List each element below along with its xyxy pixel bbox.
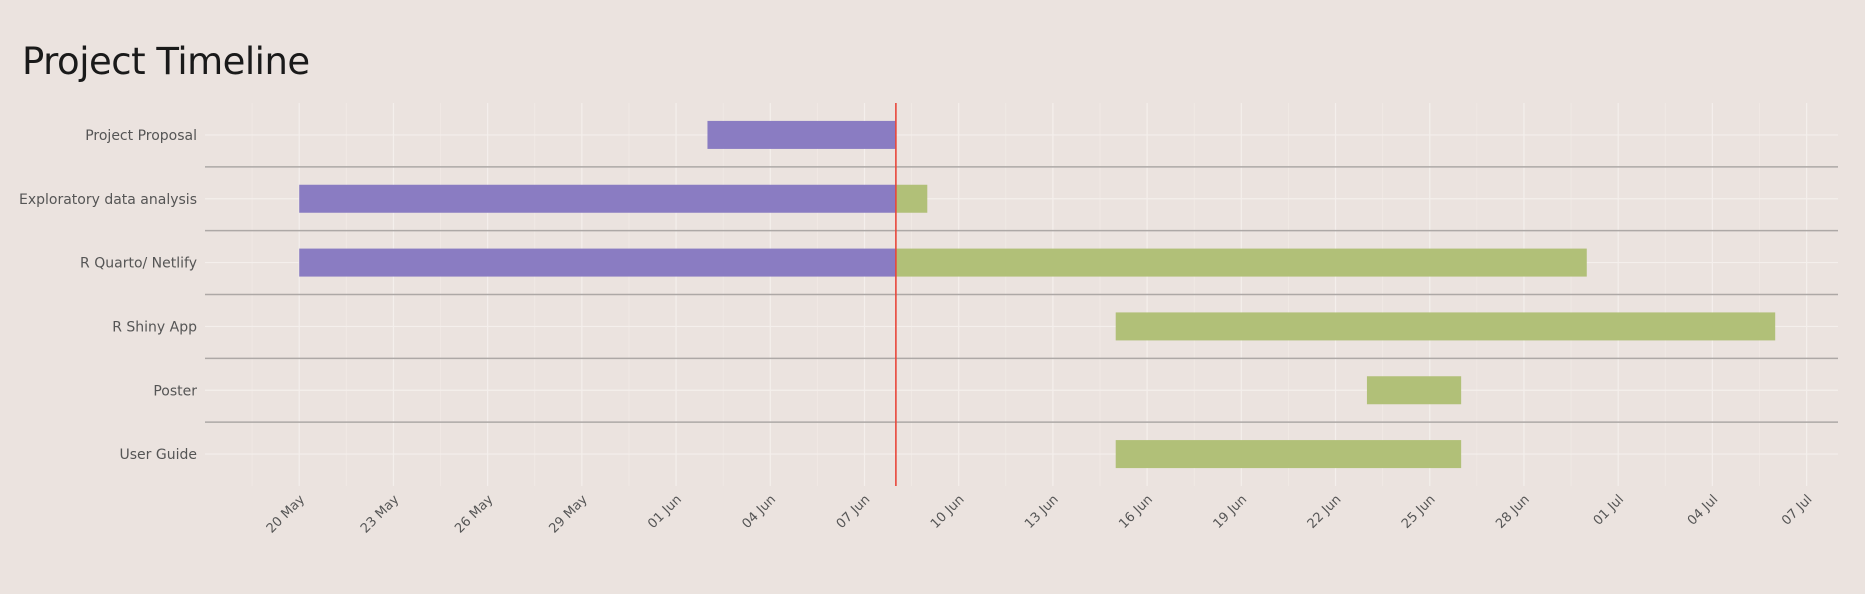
row-separators <box>205 166 1838 423</box>
chart-bars <box>299 120 1776 469</box>
bar-remaining <box>895 248 1587 277</box>
bar-remaining <box>1366 376 1462 405</box>
x-tick-label: 13 Jun <box>1022 492 1062 532</box>
x-tick-label: 19 Jun <box>1211 492 1251 532</box>
y-axis-labels: Project Proposal Exploratory data analysi… <box>19 128 197 463</box>
page-title: Project Timeline <box>22 40 310 83</box>
x-tick-label: 16 Jun <box>1116 492 1156 532</box>
x-tick-label: 29 May <box>546 492 590 536</box>
x-axis-labels: 20 May 23 May 26 May 29 May 01 Jun 04 Jun 07 J… <box>264 492 1816 536</box>
task-label: Project Proposal <box>85 128 197 144</box>
bar-remaining <box>895 184 928 213</box>
task-label: Poster <box>153 383 197 399</box>
x-tick-label: 23 May <box>358 492 402 536</box>
x-tick-label: 10 Jun <box>928 492 968 532</box>
x-tick-label: 26 May <box>452 492 496 536</box>
x-tick-label: 01 Jul <box>1591 492 1627 528</box>
x-tick-label: 04 Jun <box>739 492 779 532</box>
x-tick-label: 20 May <box>264 492 308 536</box>
x-tick-label: 01 Jun <box>645 492 685 532</box>
x-tick-label: 07 Jul <box>1779 492 1815 528</box>
task-label: User Guide <box>120 447 197 463</box>
bar-completed <box>707 120 896 149</box>
task-label: R Quarto/ Netlify <box>80 256 197 272</box>
x-tick-label: 25 Jun <box>1399 492 1439 532</box>
task-label: R Shiny App <box>112 319 197 335</box>
x-tick-label: 28 Jun <box>1493 492 1533 532</box>
bar-remaining <box>1115 312 1776 341</box>
bar-completed <box>299 184 896 213</box>
x-tick-label: 07 Jun <box>834 492 874 532</box>
x-tick-label: 22 Jun <box>1305 492 1345 532</box>
bar-remaining <box>1115 440 1462 469</box>
bar-completed <box>299 248 896 277</box>
task-label: Exploratory data analysis <box>19 192 197 208</box>
x-tick-label: 04 Jul <box>1685 492 1721 528</box>
